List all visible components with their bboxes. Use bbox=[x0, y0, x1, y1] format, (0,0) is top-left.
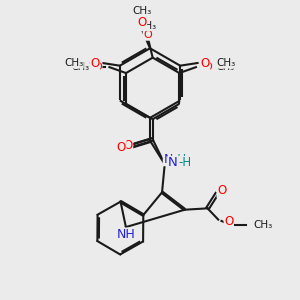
Text: CH₃: CH₃ bbox=[64, 58, 83, 68]
Text: O: O bbox=[123, 139, 133, 152]
Text: -H: -H bbox=[173, 153, 186, 166]
Text: O: O bbox=[224, 215, 233, 228]
Text: O: O bbox=[90, 56, 100, 70]
Text: O: O bbox=[143, 30, 152, 40]
Text: O: O bbox=[137, 16, 147, 28]
Text: -H: -H bbox=[178, 156, 192, 169]
Text: CH₃: CH₃ bbox=[216, 62, 234, 72]
Text: CH₃: CH₃ bbox=[254, 220, 273, 230]
Text: N: N bbox=[168, 156, 178, 169]
Text: N: N bbox=[164, 153, 173, 166]
Text: O: O bbox=[203, 62, 212, 72]
Text: O: O bbox=[117, 141, 126, 154]
Text: O: O bbox=[200, 56, 210, 70]
Text: O: O bbox=[217, 184, 226, 197]
Text: O: O bbox=[93, 62, 102, 72]
Text: CH₃: CH₃ bbox=[132, 6, 152, 16]
Text: CH₃: CH₃ bbox=[217, 58, 236, 68]
Text: NH: NH bbox=[116, 228, 135, 241]
Text: CH₃: CH₃ bbox=[139, 20, 157, 31]
Text: CH₃: CH₃ bbox=[71, 62, 89, 72]
